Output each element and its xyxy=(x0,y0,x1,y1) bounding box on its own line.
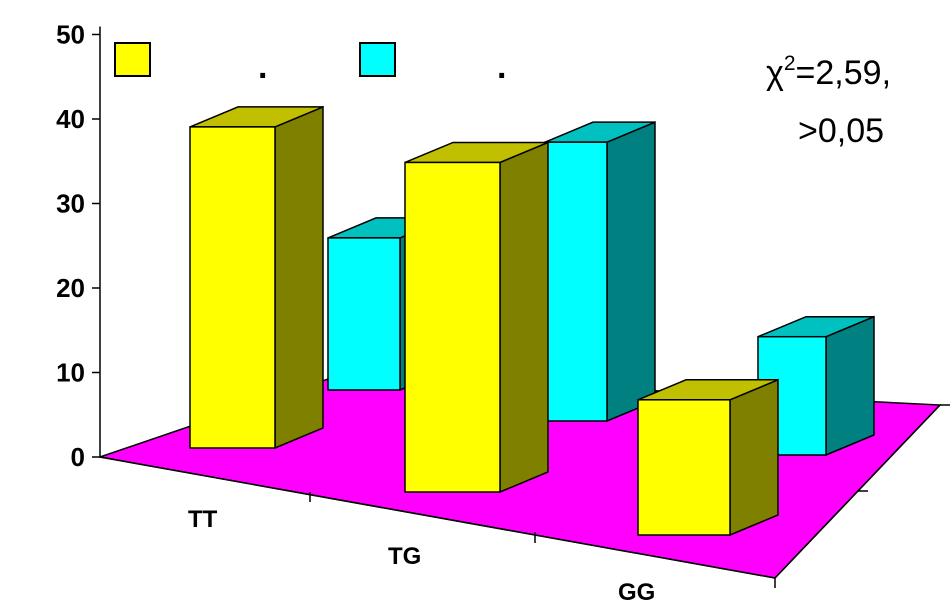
bar-side xyxy=(274,105,324,450)
bar-side xyxy=(606,121,656,423)
legend-label-series-1: . xyxy=(258,48,267,86)
category-label-tg: TG xyxy=(388,543,421,570)
chi-symbol: χ xyxy=(766,54,784,92)
bar-1-tt xyxy=(189,105,324,450)
y-tick-label: 0 xyxy=(71,442,85,472)
y-tick-label: 40 xyxy=(56,104,85,134)
bar-front xyxy=(544,141,608,422)
stat-annotation-line-2: >0,05 xyxy=(798,112,884,150)
bar-front xyxy=(327,237,401,391)
bar-side xyxy=(729,378,779,537)
y-tick-label: 10 xyxy=(56,358,85,388)
x-axis-line xyxy=(99,456,776,579)
bar-1-gg xyxy=(637,378,779,537)
chi-superscript: 2 xyxy=(784,52,796,75)
bar-2-tg xyxy=(544,121,656,423)
legend-swatch-series-1 xyxy=(114,42,151,77)
bar-front xyxy=(637,399,731,536)
category-label-tt: TT xyxy=(188,506,218,533)
bar-1-tg xyxy=(404,141,549,494)
depth-axis-line xyxy=(774,404,941,579)
category-label-gg: GG xyxy=(618,579,655,606)
chi-value: =2,59, xyxy=(796,54,891,92)
y-tick-label: 20 xyxy=(56,273,85,303)
legend-swatch-series-2 xyxy=(359,42,396,77)
bar-front xyxy=(189,126,276,449)
stat-annotation-line-1: χ2=2,59, xyxy=(766,52,891,92)
bar-front xyxy=(404,161,501,493)
y-tick-label: 30 xyxy=(56,189,85,219)
bar-side xyxy=(825,315,875,457)
bar-side xyxy=(499,141,549,494)
legend-label-series-2: . xyxy=(497,48,506,86)
y-tick-label: 50 xyxy=(56,20,85,50)
